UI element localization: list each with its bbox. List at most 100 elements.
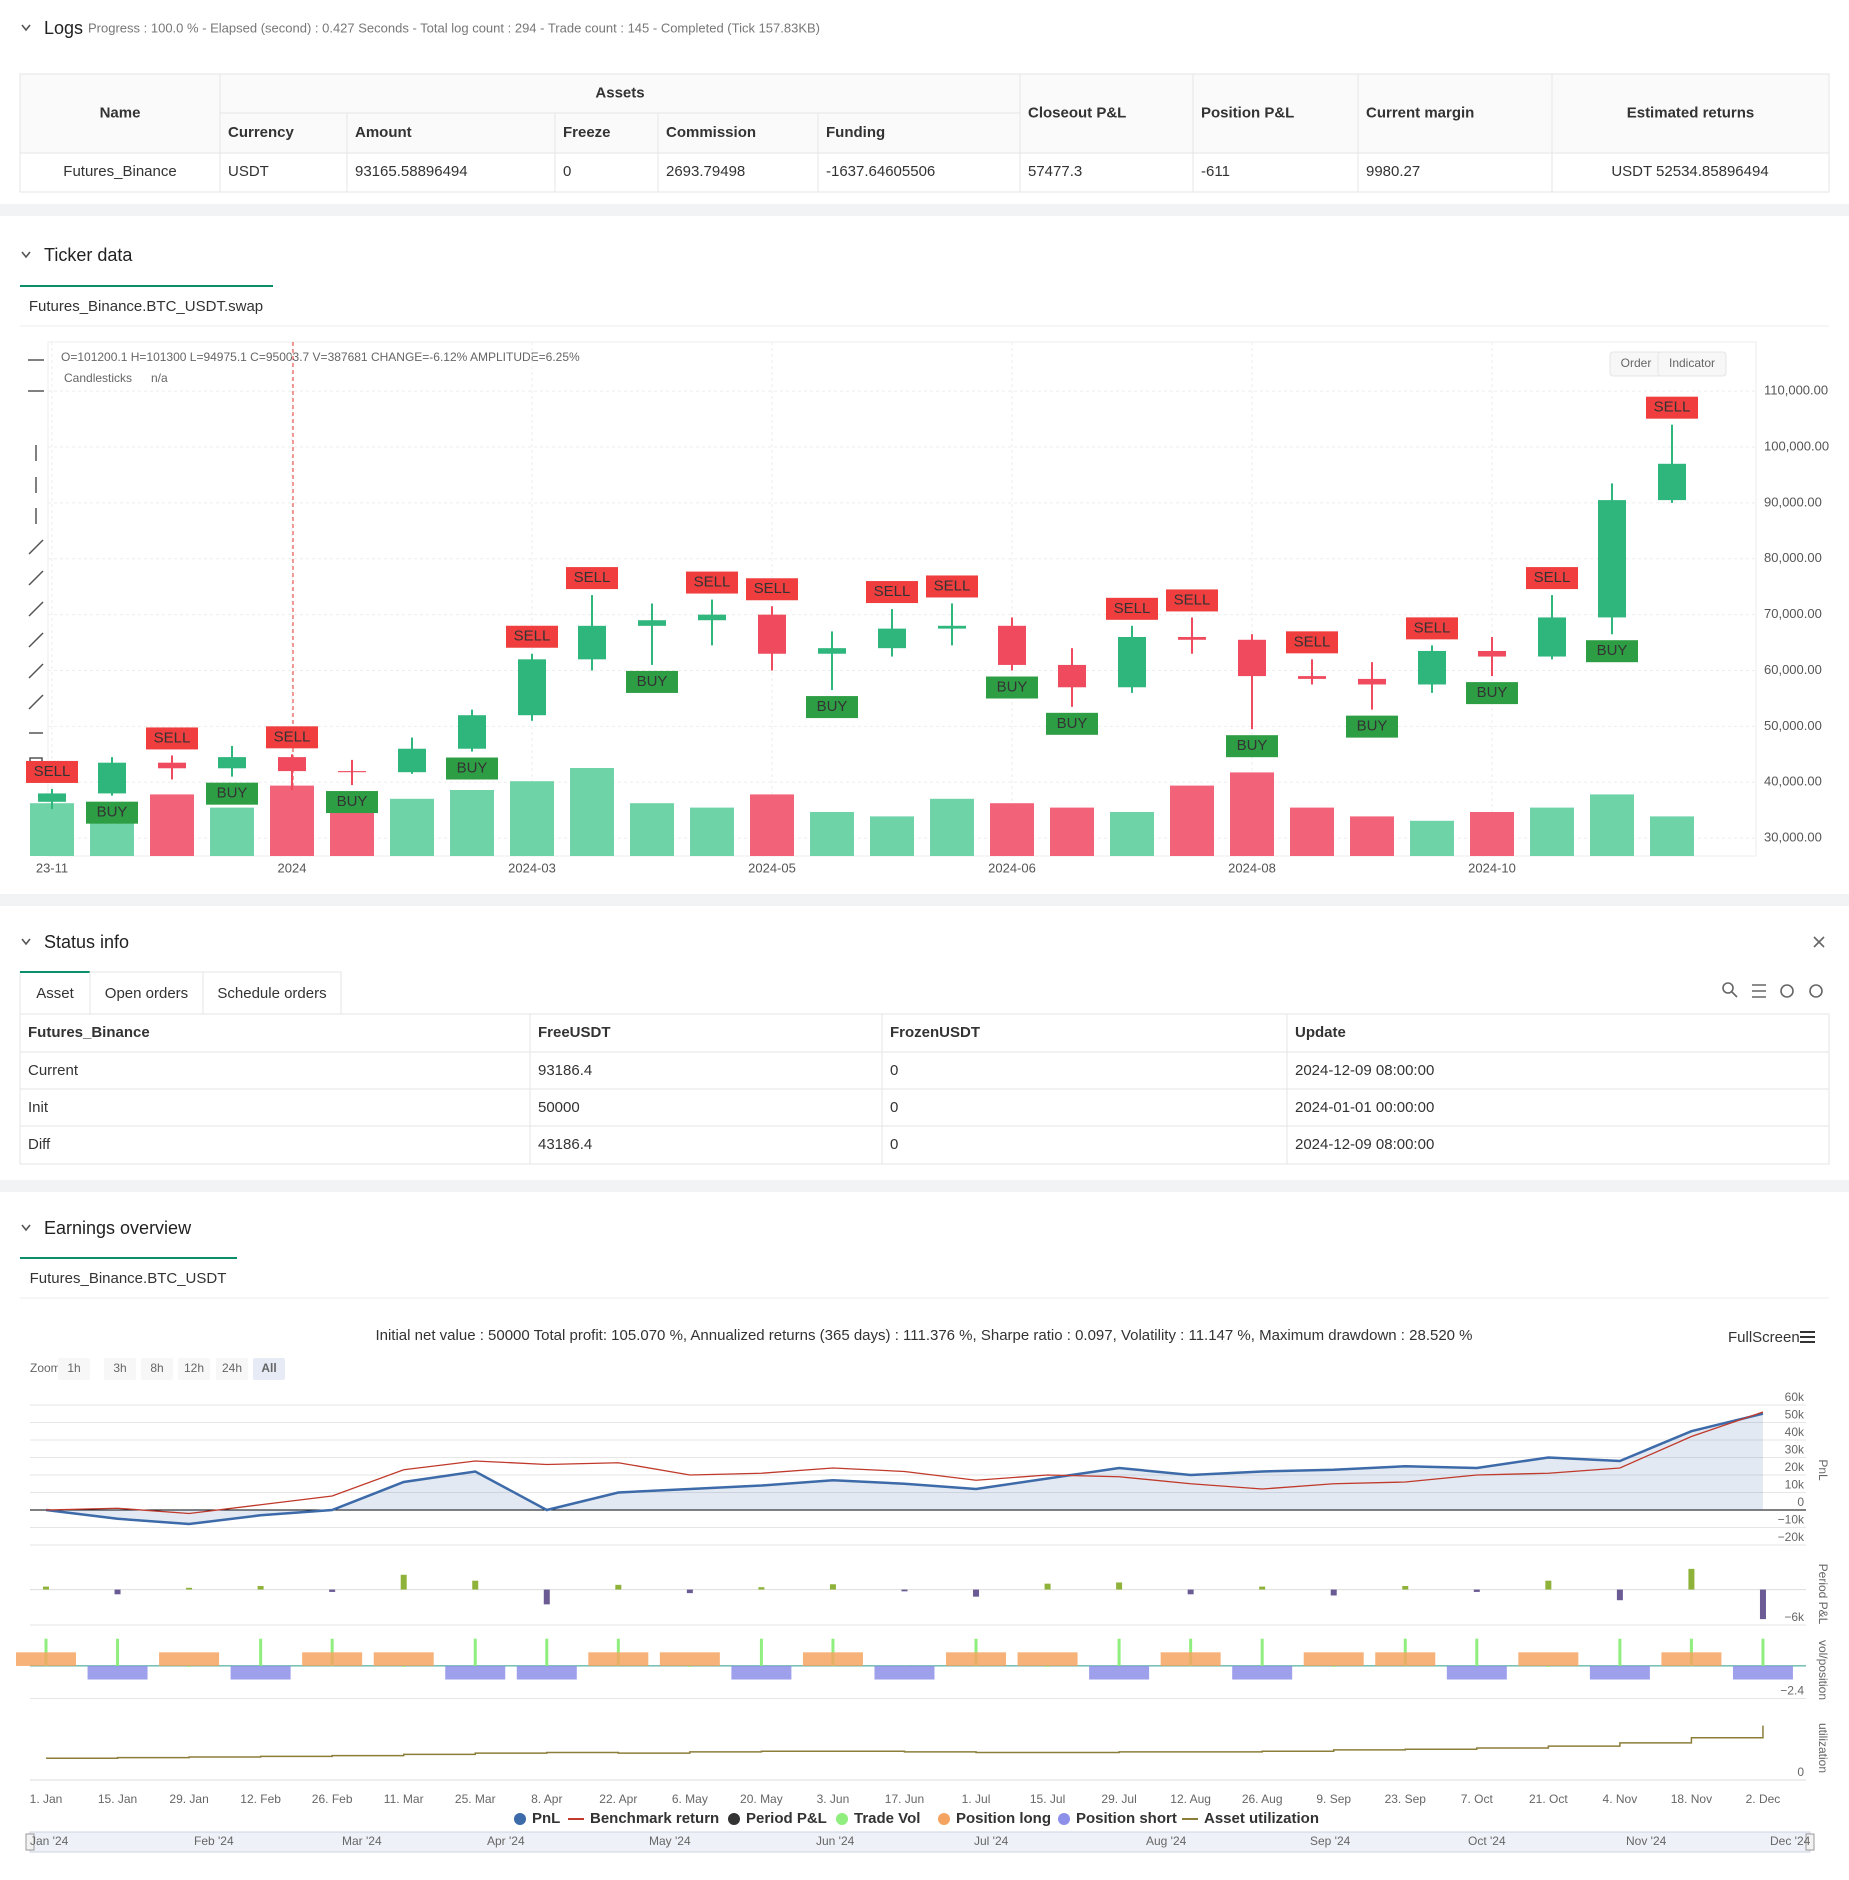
zoom-button[interactable]: 3h	[113, 1361, 126, 1375]
y-tick-label: 0	[1797, 1765, 1804, 1779]
series-value: n/a	[151, 371, 168, 385]
legend-label[interactable]: Benchmark return	[590, 1810, 719, 1827]
signal-box	[1106, 597, 1158, 620]
legend-label[interactable]: Trade Vol	[854, 1810, 920, 1827]
zoom-button-bg[interactable]	[141, 1358, 173, 1380]
tab[interactable]: Asset	[36, 985, 74, 1002]
tab-box[interactable]	[202, 971, 342, 1015]
y-tick-label: 90,000.00	[1764, 494, 1822, 509]
settings-icon[interactable]	[1809, 984, 1823, 998]
navigator-label: Aug '24	[1146, 1834, 1187, 1848]
candle-body	[698, 614, 726, 621]
table-cell: 9980.27	[1366, 163, 1420, 180]
zoom-button-bg[interactable]	[253, 1358, 285, 1380]
table-cell: 0	[890, 1062, 898, 1079]
volume-bar	[1410, 820, 1454, 856]
column	[472, 1580, 479, 1590]
position-band	[1160, 1652, 1221, 1666]
tab[interactable]: Open orders	[105, 985, 188, 1002]
signal-label: SELL	[934, 577, 971, 594]
tool-icon[interactable]	[28, 694, 44, 710]
tab-box[interactable]	[89, 971, 204, 1015]
chevron[interactable]	[21, 24, 31, 32]
column	[1545, 1580, 1552, 1590]
chevron[interactable]	[21, 1224, 31, 1232]
y-tick-label: 40,000.00	[1764, 774, 1822, 789]
table-header: Futures_Binance	[28, 1024, 150, 1041]
zoom-button-bg[interactable]	[58, 1358, 90, 1380]
section-gap	[0, 1180, 1849, 1192]
table-header: Assets	[595, 84, 644, 101]
chevron[interactable]	[21, 938, 31, 946]
signal-label: SELL	[754, 580, 791, 597]
tab[interactable]: Schedule orders	[217, 985, 326, 1002]
tool-icon[interactable]	[28, 632, 44, 648]
column	[1546, 1665, 1550, 1667]
search-icon[interactable]	[1722, 982, 1734, 994]
section-gap	[0, 894, 1849, 906]
position-band	[659, 1652, 720, 1666]
zoom-button-bg[interactable]	[178, 1358, 210, 1380]
list-icon[interactable]	[1752, 984, 1766, 998]
zoom-button[interactable]: 1h	[67, 1361, 80, 1375]
table-cell: -1637.64605506	[826, 163, 935, 180]
zoom-button[interactable]: 24h	[222, 1361, 242, 1375]
signal-box	[86, 801, 138, 824]
navigator-handle[interactable]	[25, 1833, 35, 1851]
download-icon[interactable]	[1780, 984, 1794, 998]
column	[1759, 1589, 1766, 1620]
y-tick-label: 50k	[1785, 1408, 1805, 1422]
candle-body	[458, 715, 486, 749]
volume-bar	[1650, 816, 1694, 856]
legend-label[interactable]: Asset utilization	[1204, 1810, 1319, 1827]
legend-label[interactable]: PnL	[532, 1810, 560, 1827]
ohlc-info: O=101200.1 H=101300 L=94975.1 C=95003.7 …	[61, 350, 580, 364]
legend-label[interactable]: Period P&L	[746, 1810, 827, 1827]
tool-icon[interactable]	[28, 539, 44, 555]
volume-bar	[570, 768, 614, 856]
zoom-button[interactable]: 8h	[150, 1361, 163, 1375]
tool-icon[interactable]	[28, 570, 44, 586]
navigator-label: Nov '24	[1626, 1834, 1667, 1848]
tool-icon[interactable]	[28, 601, 44, 617]
signal-box	[686, 571, 738, 594]
position-band	[1661, 1652, 1722, 1666]
table-header: Name	[100, 104, 141, 121]
signal-label: SELL	[34, 763, 71, 780]
volume-bar	[150, 794, 194, 856]
column	[114, 1589, 121, 1595]
column	[400, 1574, 407, 1590]
position-band	[159, 1652, 220, 1666]
column	[43, 1586, 49, 1590]
volume-bar	[1470, 812, 1514, 856]
navigator	[29, 1831, 1811, 1853]
expand-icon[interactable]	[1813, 936, 1825, 948]
chart-button[interactable]: Order	[1621, 356, 1652, 370]
legend-label[interactable]: Position short	[1076, 1810, 1177, 1827]
zoom-button[interactable]: 12h	[184, 1361, 204, 1375]
summary: Initial net value : 50000 Total profit: …	[375, 1327, 1472, 1344]
chart-button-bg[interactable]	[1657, 351, 1727, 377]
zoom-button-bg[interactable]	[216, 1358, 248, 1380]
legend-label[interactable]: Position long	[956, 1810, 1051, 1827]
x-tick-label: 25. Mar	[455, 1792, 496, 1806]
position-band	[87, 1665, 148, 1680]
fullscreen-button[interactable]: FullScreen	[1728, 1329, 1800, 1346]
candle-body	[1118, 636, 1146, 688]
navigator-label: Dec '24	[1770, 1834, 1811, 1848]
navigator-handle[interactable]	[1805, 1833, 1815, 1851]
chevron[interactable]	[21, 251, 31, 259]
tab[interactable]: Futures_Binance.BTC_USDT	[30, 1270, 227, 1287]
menu-icon[interactable]	[1800, 1331, 1815, 1343]
zoom-button-bg[interactable]	[104, 1358, 136, 1380]
tab[interactable]: Futures_Binance.BTC_USDT.swap	[29, 298, 263, 315]
chart-button[interactable]: Indicator	[1669, 356, 1715, 370]
tool-icon[interactable]	[28, 663, 44, 679]
zoom-button[interactable]: All	[261, 1361, 276, 1375]
search-icon[interactable]	[1731, 991, 1738, 998]
signal-label: SELL	[154, 729, 191, 746]
navigator-label: Mar '24	[342, 1834, 382, 1848]
signal-label: BUY	[97, 804, 128, 821]
